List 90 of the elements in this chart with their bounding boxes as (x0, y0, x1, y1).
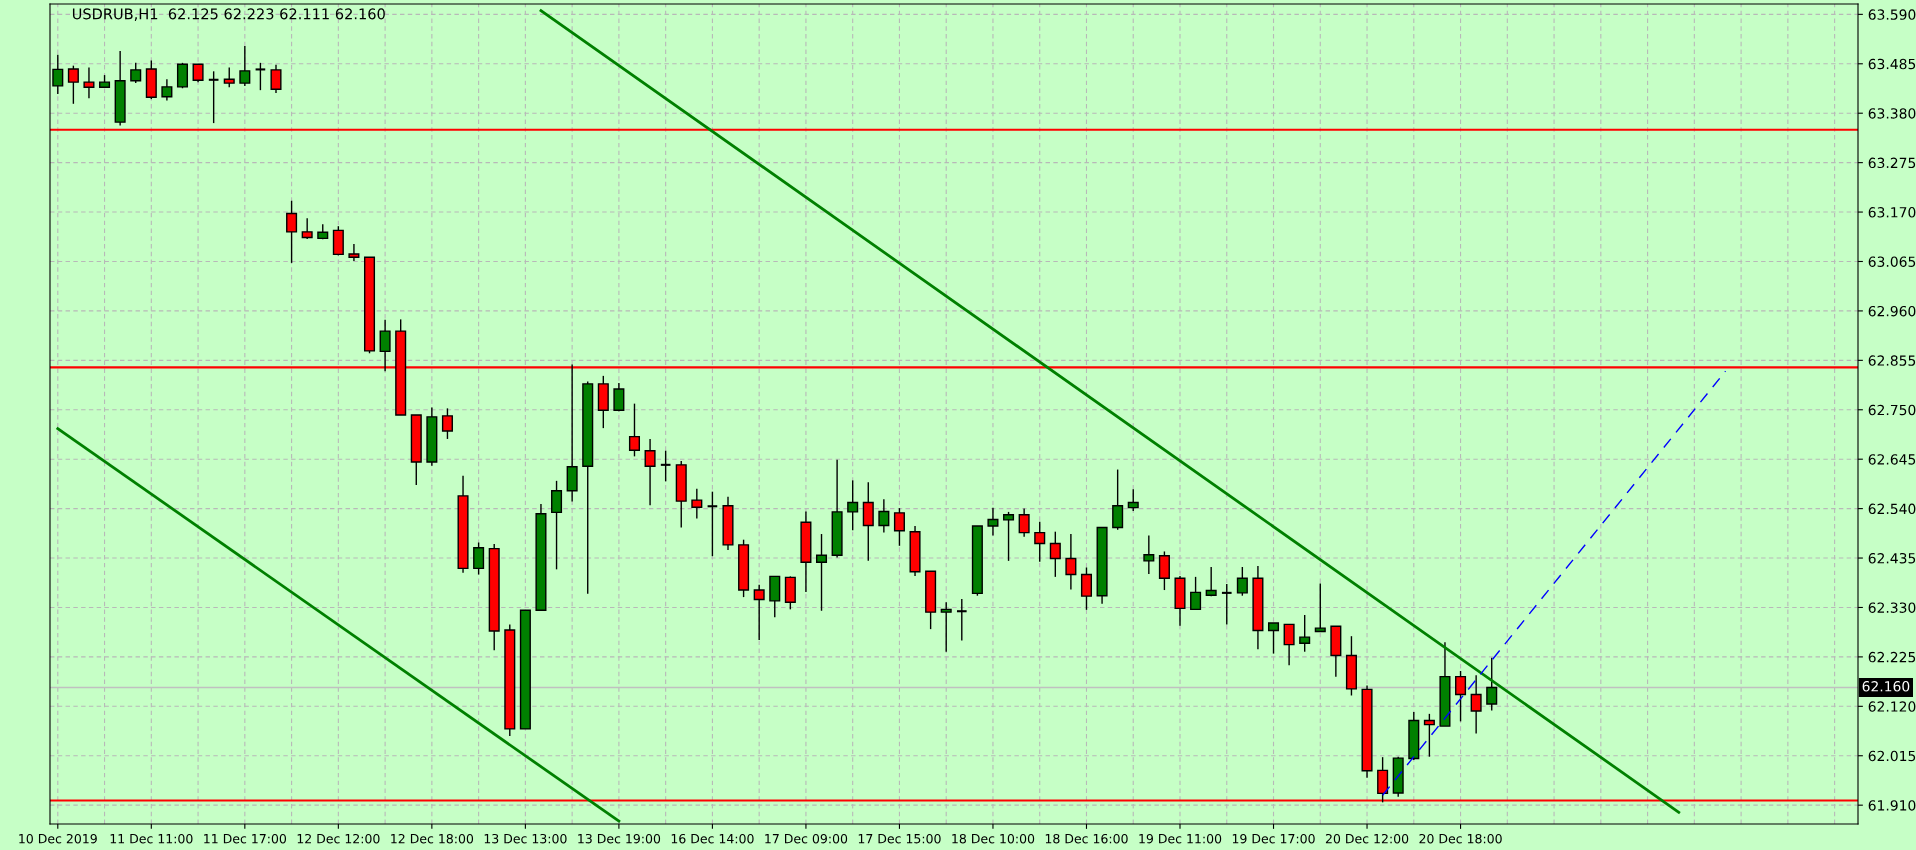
candlestick (893, 507, 905, 547)
candlestick (207, 70, 220, 124)
candlestick (753, 584, 765, 641)
candlestick (1220, 583, 1233, 626)
x-tick-label: 11 Dec 17:00 (204, 833, 287, 844)
candlestick (987, 506, 999, 537)
candlestick (83, 66, 95, 99)
y-tick-label: 63.065 (1868, 256, 1916, 267)
y-tick-label: 63.275 (1868, 157, 1916, 169)
y-tick-label: 62.225 (1868, 651, 1916, 663)
candlestick (332, 225, 344, 257)
candlestick (955, 598, 968, 642)
candlestick (862, 481, 874, 562)
x-tick-label: 20 Dec 12:00 (1325, 833, 1409, 844)
candlestick (1314, 582, 1326, 633)
candlestick (1267, 622, 1280, 655)
candlestick (1112, 468, 1124, 531)
y-tick-label: 62.855 (1868, 355, 1916, 366)
candlestick (1080, 566, 1093, 611)
ref-line-label: 62.160 (1862, 681, 1910, 692)
y-tick-label: 62.960 (1868, 305, 1916, 317)
candlestick (1003, 511, 1015, 562)
x-tick-label: 19 Dec 17:00 (1232, 833, 1315, 844)
candlestick (254, 62, 267, 91)
candlestick (176, 62, 189, 89)
candlestick (441, 407, 453, 440)
candlestick (628, 402, 641, 458)
y-tick-label: 62.540 (1868, 503, 1916, 515)
y-tick-label: 63.170 (1868, 207, 1916, 218)
y-tick-label: 63.485 (1868, 58, 1916, 70)
candlestick (1158, 550, 1170, 591)
x-tick-label: 19 Dec 11:00 (1139, 833, 1222, 844)
candlestick (613, 382, 625, 412)
candlestick (379, 319, 391, 372)
x-tick-label: 13 Dec 13:00 (484, 833, 567, 844)
y-tick-label: 62.435 (1868, 553, 1916, 564)
y-tick-label: 62.120 (1868, 701, 1916, 712)
candlestick (1470, 674, 1482, 735)
x-tick-label: 13 Dec 19:00 (578, 833, 661, 844)
candlestick (1190, 576, 1202, 611)
candlestick (239, 45, 251, 87)
x-tick-label: 11 Dec 11:00 (110, 833, 193, 844)
candlestick (223, 66, 235, 89)
chart-title: USDRUB,H1 62.125 62.223 62.111 62.160 (72, 8, 385, 21)
y-tick-label: 62.645 (1868, 454, 1916, 465)
x-tick-label: 20 Dec 18:00 (1419, 833, 1502, 844)
candlestick (1455, 670, 1467, 723)
y-tick-label: 62.750 (1868, 404, 1916, 416)
candlestick (1127, 488, 1139, 512)
candlestick (878, 498, 890, 534)
x-tick-label: 18 Dec 16:00 (1045, 833, 1128, 844)
candlestick (473, 541, 485, 576)
candlestick (847, 479, 859, 531)
x-tick-label: 17 Dec 09:00 (765, 833, 848, 844)
candlestick (1283, 623, 1295, 667)
candlestick (1018, 507, 1030, 538)
candlestick (1205, 566, 1217, 597)
candlestick (161, 78, 173, 102)
candlestick (1486, 657, 1498, 712)
x-tick-label: 17 Dec 15:00 (858, 833, 941, 844)
x-tick-label: 12 Dec 18:00 (391, 833, 474, 844)
candlestick (1423, 713, 1435, 758)
candlestick (940, 601, 952, 653)
candlestick (1143, 534, 1155, 575)
candlestick (301, 217, 313, 240)
candlestick (1299, 614, 1311, 653)
x-tick-label: 18 Dec 10:00 (952, 833, 1035, 844)
y-tick-label: 62.015 (1868, 750, 1916, 762)
candlestick (815, 533, 828, 612)
y-tick-label: 62.330 (1868, 602, 1916, 613)
x-tick-label: 16 Dec 14:00 (671, 833, 754, 844)
candlestick (551, 480, 563, 571)
candlestick (67, 64, 79, 105)
x-tick-label: 10 Dec 2019 (19, 833, 97, 844)
candlestick (130, 62, 142, 84)
candlestick (1049, 530, 1061, 578)
y-tick-label: 63.380 (1868, 108, 1916, 119)
candlestick (286, 200, 298, 264)
candlestick (706, 490, 719, 557)
candlestick (644, 438, 656, 507)
y-tick-label: 63.590 (1868, 9, 1916, 20)
candlestick (1065, 533, 1077, 591)
x-tick-label: 12 Dec 12:00 (297, 833, 380, 844)
candlestick (1236, 566, 1248, 597)
candlestick (270, 64, 282, 94)
y-tick-label: 61.910 (1868, 800, 1916, 811)
candlestick (1034, 521, 1046, 563)
candlestick (659, 450, 672, 483)
candlestick (691, 488, 703, 520)
candlestick (348, 243, 360, 262)
